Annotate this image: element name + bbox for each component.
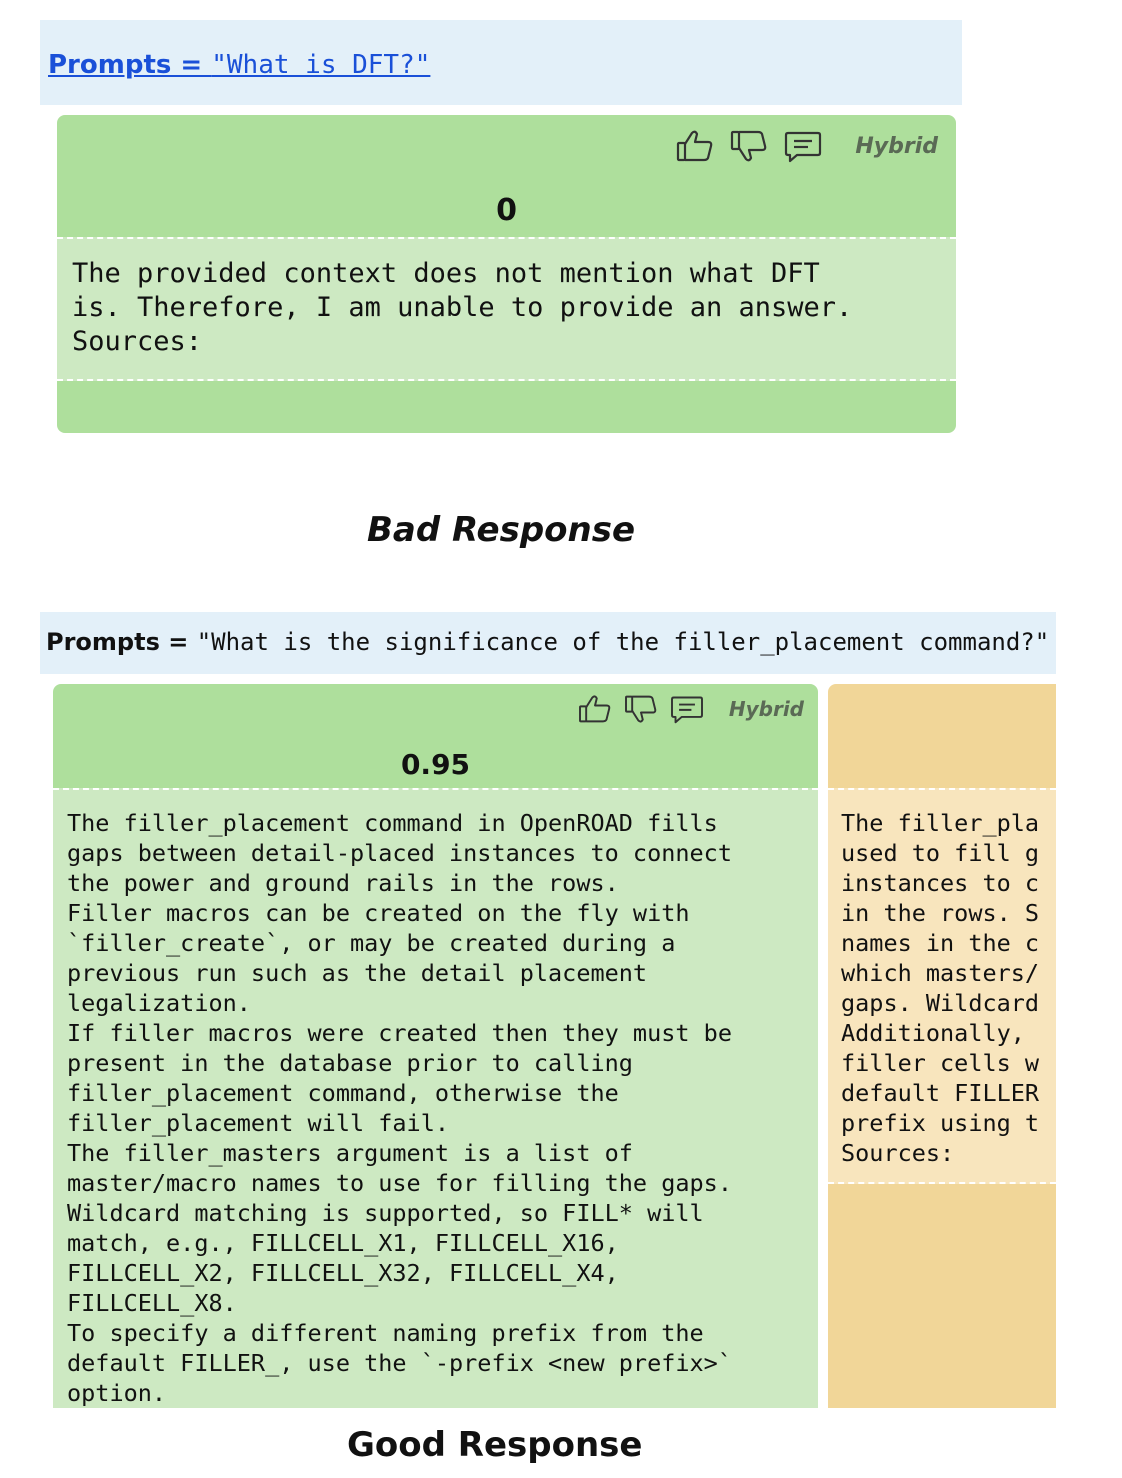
comment-icon[interactable] [669, 694, 705, 724]
answer-panel[interactable]: The filler_pla used to fill g instances … [828, 788, 1056, 1184]
caption-bad-response: Bad Response [367, 510, 636, 550]
prompt-label: Prompts = [46, 628, 197, 656]
thumbs-down-icon[interactable] [729, 129, 769, 163]
score-value: 0.95 [400, 748, 471, 781]
answer-text: The filler_pla used to fill g instances … [841, 809, 1040, 1167]
feedback-toolbar: Hybrid [675, 129, 938, 163]
mode-label: Hybrid [728, 697, 804, 721]
answer-text: The provided context does not mention wh… [72, 258, 853, 357]
comment-icon[interactable] [783, 129, 823, 163]
caption-good-response: Good Response [347, 1425, 643, 1465]
response-card-alternate: The filler_pla used to fill g instances … [828, 684, 1056, 1408]
thumbs-up-icon[interactable] [675, 129, 715, 163]
prompt-banner-2: Prompts = "What is the significance of t… [40, 612, 1056, 674]
prompt-line-2: Prompts = "What is the significance of t… [46, 628, 1049, 656]
thumbs-up-icon[interactable] [577, 694, 613, 724]
feedback-toolbar: Hybrid [577, 694, 804, 724]
answer-text: The filler_placement command in OpenROAD… [67, 809, 732, 1407]
answer-panel: The provided context does not mention wh… [57, 237, 956, 381]
response-card-good: Hybrid 0.95 The filler_placement command… [53, 684, 818, 1408]
prompt-link-1[interactable]: Prompts = "What is DFT?" [48, 50, 430, 80]
answer-panel[interactable]: The filler_placement command in OpenROAD… [53, 788, 818, 1408]
prompt-label: Prompts = [48, 50, 212, 80]
mode-label: Hybrid [855, 133, 938, 159]
prompt-text: "What is DFT?" [211, 50, 431, 80]
thumbs-down-icon[interactable] [623, 694, 659, 724]
response-card-bad: Hybrid 0 The provided context does not m… [57, 115, 956, 433]
prompt-banner-1: Prompts = "What is DFT?" [40, 20, 962, 105]
prompt-text: "What is the significance of the filler_… [196, 628, 1050, 656]
score-value: 0 [496, 193, 517, 228]
